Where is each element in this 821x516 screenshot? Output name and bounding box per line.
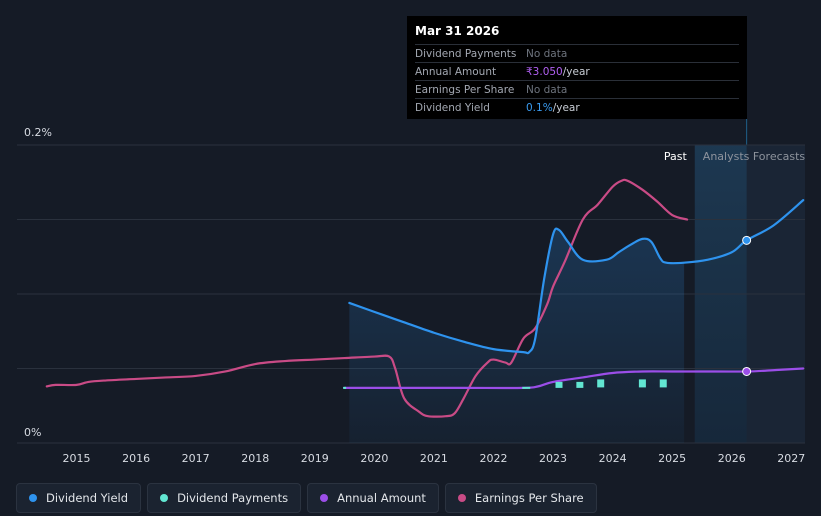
tooltip-row-dividend-payments: Dividend Payments No data (415, 44, 739, 62)
tooltip-row-dividend-yield: Dividend Yield 0.1% /year (415, 98, 739, 116)
tooltip-label: Earnings Per Share (415, 83, 515, 96)
tooltip-row-annual-amount: Annual Amount ₹3.050 /year (415, 62, 739, 80)
dividend-payment-marker (343, 386, 347, 389)
dividend-yield-line (348, 199, 805, 355)
tooltip-label: Dividend Payments (415, 47, 517, 60)
past-label: Past (664, 150, 688, 163)
legend-dividend-payments[interactable]: Dividend Payments (147, 483, 302, 513)
dividend-payment-marker (522, 386, 531, 389)
tooltip-unit: /year (552, 101, 580, 114)
tooltip-unit: /year (562, 65, 590, 78)
dividend-payment-marker (638, 379, 646, 388)
x-tick-label: 2015 (63, 452, 91, 465)
x-tick-label: 2017 (182, 452, 210, 465)
x-tick-label: 2027 (777, 452, 805, 465)
dividend-yield-area (349, 228, 685, 443)
earnings-per-share-line (45, 178, 689, 418)
dividend-payment-marker (659, 379, 667, 388)
dividend-yield-hover-marker (742, 235, 752, 245)
tooltip-row-earnings-per-share: Earnings Per Share No data (415, 80, 739, 98)
tooltip-value: No data (526, 83, 568, 96)
dividend-payments-dot-icon (160, 494, 169, 502)
annual-amount-hover-marker (742, 366, 752, 376)
annual-amount-dot-icon (320, 494, 329, 502)
x-tick-label: 2026 (718, 452, 746, 465)
y-tick-label: 0% (24, 426, 41, 439)
tooltip-value: ₹3.050 (526, 65, 563, 78)
legend: Dividend Yield Dividend Payments Annual … (16, 483, 597, 513)
legend-label: Earnings Per Share (474, 491, 584, 505)
legend-label: Dividend Yield (46, 491, 129, 505)
legend-label: Dividend Payments (177, 491, 289, 505)
forecast-label: Analysts Forecasts (703, 150, 806, 163)
dividend-yield-dot-icon (29, 494, 37, 502)
tooltip-label: Annual Amount (415, 65, 497, 78)
tooltip-label: Dividend Yield (415, 101, 490, 114)
tooltip-value: No data (526, 47, 568, 60)
legend-earnings-per-share[interactable]: Earnings Per Share (444, 483, 597, 513)
legend-dividend-yield[interactable]: Dividend Yield (16, 483, 142, 513)
x-tick-label: 2023 (539, 452, 567, 465)
x-tick-label: 2018 (241, 452, 269, 465)
earnings-per-share-dot-icon (457, 494, 466, 502)
tooltip: Mar 31 2026 Dividend Payments No data An… (407, 16, 747, 119)
x-tick-label: 2020 (360, 452, 388, 465)
legend-annual-amount[interactable]: Annual Amount (307, 483, 439, 513)
x-tick-label: 2019 (301, 452, 329, 465)
dividend-payment-marker (597, 379, 605, 388)
x-tick-label: 2025 (658, 452, 686, 465)
x-tick-label: 2021 (420, 452, 448, 465)
dividend-payment-marker (555, 381, 563, 388)
tooltip-date: Mar 31 2026 (415, 24, 500, 38)
x-tick-label: 2022 (479, 452, 507, 465)
y-tick-label: 0.2% (24, 126, 52, 139)
dividend-payment-marker (576, 381, 584, 388)
tooltip-value: 0.1% (526, 101, 553, 114)
x-tick-label: 2016 (122, 452, 150, 465)
x-tick-label: 2024 (599, 452, 627, 465)
legend-label: Annual Amount (337, 491, 426, 505)
